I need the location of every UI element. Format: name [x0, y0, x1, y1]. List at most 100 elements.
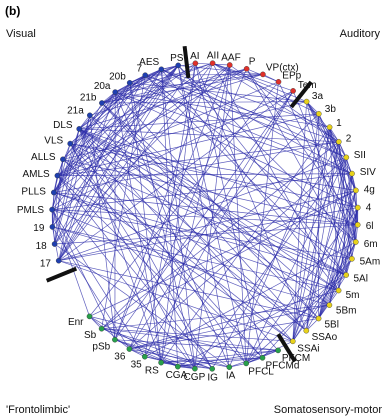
connection-line	[144, 63, 196, 357]
node-label: SSAo	[312, 332, 338, 343]
connection-line	[54, 128, 80, 245]
group-label-auditory: Auditory	[340, 28, 381, 40]
node-visual	[67, 140, 73, 147]
node-somatomotor	[354, 221, 361, 228]
node-somatomotor	[353, 187, 359, 194]
connection-line	[51, 209, 116, 340]
node-label: 6l	[366, 221, 374, 232]
connection-line	[57, 175, 294, 342]
node-somatomotor	[335, 138, 342, 145]
connection-line	[329, 127, 340, 142]
node-somatomotor	[289, 338, 296, 345]
node-auditory	[243, 66, 250, 72]
connection-line	[57, 141, 339, 176]
node-label: 20a	[94, 81, 111, 92]
connection-line	[79, 128, 353, 260]
connection-line	[115, 74, 263, 93]
node-somatomotor	[349, 255, 355, 262]
connection-line	[58, 69, 162, 261]
node-label: DLS	[53, 120, 73, 131]
area-nodes	[49, 60, 361, 372]
connection-line	[329, 127, 357, 191]
node-label: 7	[137, 63, 143, 74]
connection-line	[245, 81, 279, 364]
connection-line	[89, 115, 294, 342]
node-label: pSb	[92, 342, 110, 353]
connection-line	[89, 316, 130, 350]
connection-line	[101, 102, 319, 319]
group-separators	[45, 45, 313, 363]
connection-line	[89, 316, 102, 329]
connection-line	[114, 339, 213, 370]
node-visual	[112, 89, 118, 95]
connection-line	[144, 74, 347, 276]
connection-line	[292, 127, 330, 342]
connection-line	[57, 113, 319, 176]
node-visual	[54, 172, 61, 179]
connection-line	[78, 128, 279, 351]
node-somatomotor	[303, 98, 310, 105]
node-somatomotor	[326, 302, 333, 308]
connection-line	[53, 192, 196, 369]
node-visual	[99, 100, 105, 106]
connection-line	[161, 69, 339, 291]
node-visual	[55, 257, 62, 264]
node-label: SII	[354, 150, 366, 161]
node-label: PS	[170, 53, 184, 64]
node-frontolimbic	[98, 325, 105, 332]
group-separator	[182, 45, 191, 79]
connection-line	[51, 209, 90, 317]
area-labels: 171819PMLSPLLSAMLSALLSVLSDLS21a21b20a20b…	[17, 51, 380, 384]
node-label: VP(ctx)	[266, 63, 299, 74]
connection-line	[53, 141, 339, 193]
node-visual	[49, 224, 56, 230]
group-separator	[276, 333, 297, 363]
node-frontolimbic	[192, 365, 198, 372]
connection-line	[101, 141, 340, 329]
node-label: PMLS	[17, 205, 45, 216]
connection-line	[78, 91, 116, 130]
node-label: 5m	[346, 290, 360, 301]
connection-line	[62, 159, 263, 359]
node-auditory	[275, 79, 282, 85]
node-frontolimbic	[226, 364, 233, 370]
connection-line	[211, 141, 340, 369]
node-label: 2	[346, 133, 352, 144]
node-visual	[49, 206, 55, 213]
connection-line	[246, 68, 358, 226]
connection-lines	[51, 62, 359, 370]
connection-line	[58, 115, 91, 261]
node-somatomotor	[354, 204, 361, 211]
connection-line	[161, 357, 263, 363]
node-visual	[51, 189, 57, 196]
connection-line	[292, 190, 357, 342]
connection-line	[292, 101, 307, 342]
connection-line	[351, 207, 359, 259]
connection-line	[89, 68, 247, 116]
connection-line	[195, 63, 307, 331]
connection-line	[129, 290, 339, 350]
connection-line	[245, 157, 347, 364]
connection-line	[114, 90, 294, 340]
node-frontolimbic	[158, 359, 164, 366]
node-somatomotor	[349, 170, 355, 177]
connection-line	[195, 63, 263, 358]
connection-line	[69, 143, 196, 369]
node-label: 4g	[364, 185, 375, 196]
node-label: 36	[114, 352, 126, 363]
node-frontolimbic	[86, 313, 93, 320]
connection-line	[57, 62, 213, 176]
connection-line	[160, 126, 330, 363]
node-frontolimbic	[126, 346, 133, 352]
connection-line	[318, 258, 353, 319]
connection-line	[114, 92, 162, 363]
connection-line	[51, 90, 294, 210]
connection-line	[161, 69, 179, 367]
connection-line	[161, 69, 196, 369]
node-label: 1	[336, 118, 342, 129]
connection-line	[305, 241, 357, 331]
node-label: 3a	[312, 91, 324, 102]
connection-line	[129, 157, 347, 350]
connection-line	[62, 159, 294, 342]
